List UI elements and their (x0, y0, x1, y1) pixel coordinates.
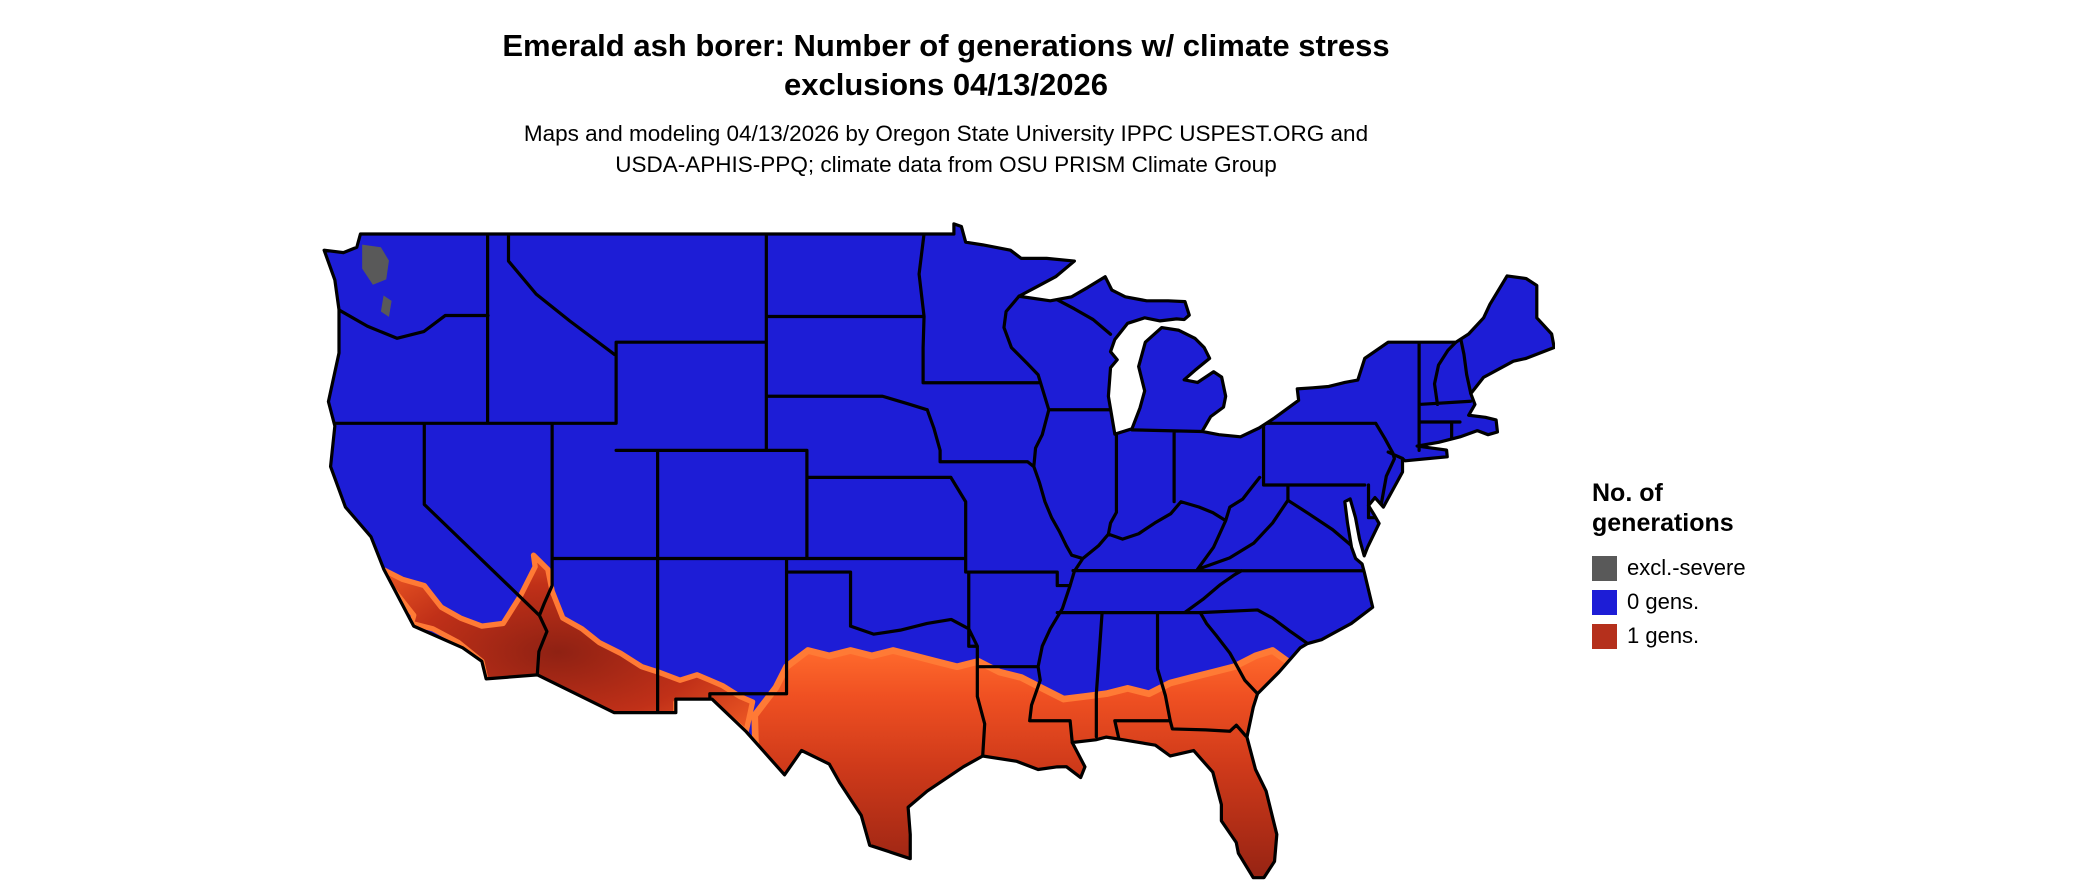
legend-title-line2: generations (1592, 509, 1734, 537)
page-title: Emerald ash borer: Number of generations… (0, 26, 1892, 104)
legend-title: No. of generations (1592, 478, 1852, 538)
map-header: Emerald ash borer: Number of generations… (0, 26, 1892, 180)
zero-gens-label: 0 gens. (1627, 589, 1700, 614)
map-region-excl-severe (362, 244, 392, 317)
legend-item-1-gens: 1 gens. (1592, 619, 1852, 653)
zero-gens-swatch (1592, 589, 1617, 615)
map-region-1-gens-southeast (751, 647, 1300, 878)
legend-items: excl.-severe 0 gens. 1 gens. (1592, 551, 1852, 653)
page-subtitle-line1: Maps and modeling 04/13/2026 by Oregon S… (523, 121, 1369, 146)
excl-severe-swatch (1592, 555, 1617, 581)
one-gens-swatch (1592, 623, 1617, 649)
us-map-svg (322, 222, 1555, 880)
map-legend: No. of generations excl.-severe 0 gens. … (1592, 478, 1852, 653)
legend-item-0-gens: 0 gens. (1592, 585, 1852, 619)
page-subtitle-line2: USDA-APHIS-PPQ; climate data from OSU PR… (615, 152, 1277, 177)
excl-severe-label: excl.-severe (1627, 555, 1746, 580)
legend-item-excl-severe: excl.-severe (1592, 551, 1852, 585)
us-map (322, 218, 1555, 887)
us-outline (322, 222, 1555, 880)
page-subtitle: Maps and modeling 04/13/2026 by Oregon S… (0, 118, 1892, 180)
page-title-line2: exclusions 04/13/2026 (783, 67, 1108, 102)
one-gens-label: 1 gens. (1627, 623, 1700, 648)
legend-title-line1: No. of (1592, 479, 1663, 507)
page-title-line1: Emerald ash borer: Number of generations… (502, 28, 1390, 63)
state-borders (333, 232, 1473, 758)
